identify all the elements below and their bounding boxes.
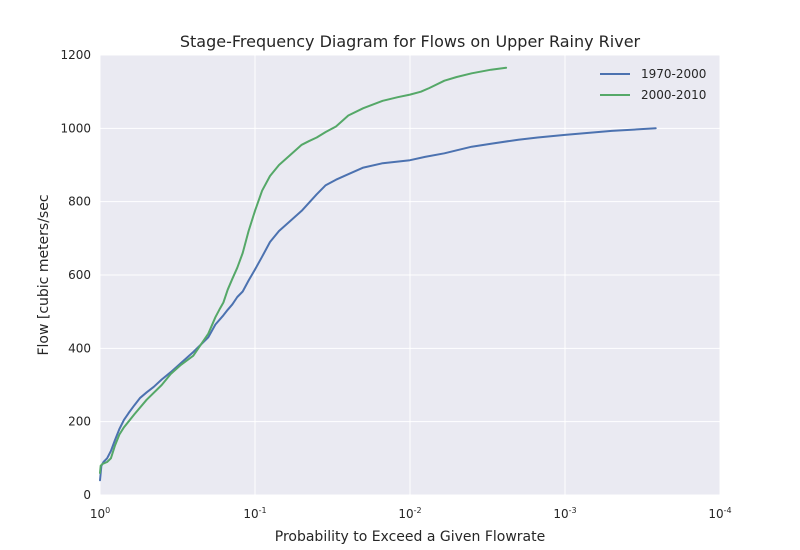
y-tick-label-0: 0 — [83, 488, 91, 502]
x-tick-base-4: 10 — [708, 507, 723, 521]
y-tick-label-6: 1200 — [60, 48, 91, 62]
x-tick-exponent-1: -1 — [259, 506, 267, 515]
legend-label-0: 1970-2000 — [641, 67, 706, 81]
x-tick-label-3: 10-3 — [553, 506, 576, 521]
series-layer — [99, 66, 657, 482]
x-tick-exponent-3: -3 — [569, 506, 577, 515]
x-tick-text-1: 10-1 — [243, 506, 266, 521]
x-tick-text-2: 10-2 — [398, 506, 421, 521]
x-tick-base-1: 10 — [243, 507, 258, 521]
series-line-1970-2000 — [99, 127, 657, 482]
grid — [99, 54, 721, 496]
x-tick-text-0: 100 — [90, 506, 110, 521]
x-tick-exponent-4: -4 — [724, 506, 732, 515]
y-tick-label-4: 800 — [68, 195, 91, 209]
x-tick-label-2: 10-2 — [398, 506, 421, 521]
x-tick-label-1: 10-1 — [243, 506, 266, 521]
y-tick-labels: 0 200 400 600 800 1000 1200 — [60, 48, 91, 502]
x-tick-base-3: 10 — [553, 507, 568, 521]
y-tick-label-1: 200 — [68, 415, 91, 429]
series-line-2000-2010 — [99, 66, 508, 474]
x-tick-base-2: 10 — [398, 507, 413, 521]
x-tick-label-4: 10-4 — [708, 506, 731, 521]
x-tick-labels: 100 10-1 10-2 10-3 10-4 — [90, 506, 732, 521]
x-axis-label: Probability to Exceed a Given Flowrate — [275, 529, 546, 545]
x-tick-exponent-0: 0 — [105, 506, 110, 515]
x-tick-base-0: 10 — [90, 507, 105, 521]
x-tick-text-3: 10-3 — [553, 506, 576, 521]
chart-title: Stage-Frequency Diagram for Flows on Upp… — [180, 32, 641, 51]
y-axis-label: Flow [cubic meters/sec — [36, 194, 52, 355]
x-tick-text-4: 10-4 — [708, 506, 731, 521]
x-tick-label-0: 100 — [90, 506, 110, 521]
legend: 1970-2000 2000-2010 — [600, 67, 706, 102]
x-tick-exponent-2: -2 — [414, 506, 422, 515]
y-tick-label-3: 600 — [68, 268, 91, 282]
y-tick-label-5: 1000 — [60, 121, 91, 135]
y-tick-label-2: 400 — [68, 341, 91, 355]
legend-label-1: 2000-2010 — [641, 88, 706, 102]
